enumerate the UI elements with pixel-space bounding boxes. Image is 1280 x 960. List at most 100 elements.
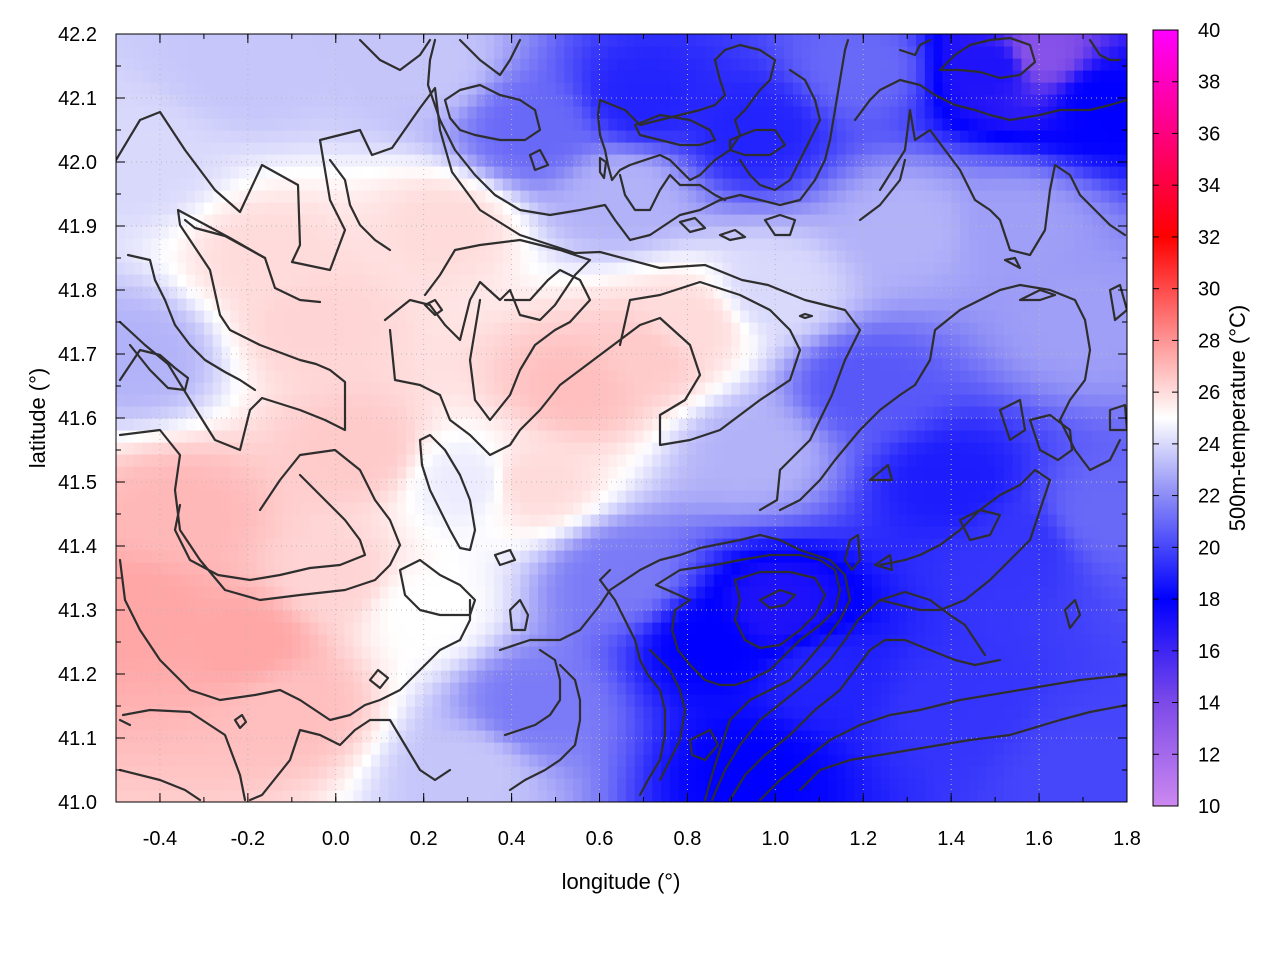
- heatmap-cell: [406, 790, 416, 802]
- heatmap-cell: [564, 598, 574, 611]
- heatmap-cell: [344, 610, 354, 623]
- heatmap-cell: [581, 490, 592, 503]
- heatmap-cell: [792, 322, 803, 335]
- heatmap-cell: [792, 526, 803, 539]
- heatmap-cell: [1109, 430, 1119, 443]
- heatmap-cell: [1065, 418, 1075, 431]
- heatmap-cell: [1047, 790, 1058, 802]
- heatmap-cell: [467, 706, 478, 719]
- heatmap-cell: [502, 550, 513, 563]
- heatmap-cell: [159, 358, 170, 371]
- heatmap-cell: [608, 370, 618, 383]
- heatmap-cell: [159, 454, 170, 467]
- heatmap-cell: [362, 586, 372, 599]
- heatmap-cell: [1039, 418, 1049, 431]
- heatmap-cell: [362, 670, 372, 683]
- heatmap-cell: [573, 670, 583, 683]
- heatmap-cell: [116, 334, 126, 347]
- heatmap-cell: [951, 370, 961, 383]
- heatmap-cell: [397, 298, 407, 311]
- heatmap-cell: [1056, 538, 1067, 551]
- heatmap-cell: [916, 670, 926, 683]
- heatmap-cell: [537, 526, 548, 539]
- heatmap-cell: [942, 706, 952, 719]
- heatmap-cell: [485, 370, 495, 383]
- heatmap-cell: [177, 298, 187, 311]
- heatmap-cell: [863, 790, 873, 802]
- heatmap-cell: [898, 310, 908, 323]
- heatmap-cell: [898, 730, 908, 743]
- heatmap-cell: [256, 454, 267, 467]
- heatmap-cell: [573, 718, 583, 731]
- heatmap-cell: [942, 526, 952, 539]
- heatmap-cell: [836, 754, 847, 767]
- heatmap-cell: [995, 418, 1005, 431]
- heatmap-cell: [1091, 346, 1102, 359]
- heatmap-cell: [124, 778, 135, 791]
- heatmap-cell: [678, 778, 689, 791]
- heatmap-cell: [687, 658, 697, 671]
- heatmap-cell: [520, 442, 530, 455]
- heatmap-cell: [124, 466, 135, 479]
- heatmap-cell: [309, 514, 319, 527]
- heatmap-cell: [274, 586, 284, 599]
- heatmap-cell: [1083, 370, 1093, 383]
- heatmap-cell: [1003, 574, 1014, 587]
- heatmap-cell: [669, 730, 680, 743]
- heatmap-cell: [142, 598, 152, 611]
- heatmap-cell: [274, 550, 284, 563]
- heatmap-cell: [581, 502, 592, 515]
- heatmap-cell: [1056, 694, 1067, 707]
- heatmap-cell: [485, 430, 495, 443]
- heatmap-cell: [458, 694, 469, 707]
- heatmap-cell: [441, 346, 451, 359]
- heatmap-cell: [186, 550, 196, 563]
- heatmap-cell: [1091, 406, 1102, 419]
- heatmap-cell: [239, 454, 249, 467]
- heatmap-cell: [432, 610, 442, 623]
- heatmap-cell: [625, 478, 636, 491]
- heatmap-cell: [748, 490, 759, 503]
- heatmap-cell: [555, 778, 565, 791]
- heatmap-cell: [634, 754, 645, 767]
- heatmap-cell: [828, 586, 838, 599]
- heatmap-cell: [520, 514, 530, 527]
- heatmap-cell: [792, 598, 803, 611]
- heatmap-cell: [625, 610, 636, 623]
- heatmap-cell: [643, 442, 653, 455]
- heatmap-cell: [520, 670, 530, 683]
- heatmap-cell: [467, 682, 478, 695]
- heatmap-cell: [722, 562, 732, 575]
- heatmap-cell: [1056, 430, 1067, 443]
- heatmap-cell: [177, 574, 187, 587]
- heatmap-cell: [652, 346, 662, 359]
- heatmap-cell: [784, 430, 794, 443]
- heatmap-cell: [792, 358, 803, 371]
- heatmap-cell: [1030, 550, 1040, 563]
- heatmap-cell: [247, 394, 258, 407]
- heatmap-cell: [502, 718, 513, 731]
- heatmap-cell: [898, 754, 908, 767]
- heatmap-cell: [845, 610, 856, 623]
- heatmap-cell: [643, 610, 653, 623]
- heatmap-cell: [212, 274, 223, 287]
- heatmap-cell: [573, 358, 583, 371]
- heatmap-cell: [828, 538, 838, 551]
- heatmap-cell: [1074, 742, 1084, 755]
- heatmap-cell: [520, 586, 530, 599]
- heatmap-cell: [1074, 346, 1084, 359]
- heatmap-cell: [1065, 466, 1075, 479]
- heatmap-cell: [1065, 730, 1075, 743]
- heatmap-cell: [951, 298, 961, 311]
- heatmap-cell: [212, 358, 223, 371]
- heatmap-cell: [221, 274, 231, 287]
- heatmap-cell: [792, 742, 803, 755]
- heatmap-cell: [467, 646, 478, 659]
- heatmap-cell: [1003, 610, 1014, 623]
- heatmap-cell: [1118, 370, 1127, 383]
- heatmap-cell: [775, 478, 785, 491]
- heatmap-cell: [696, 574, 706, 587]
- heatmap-cell: [1074, 706, 1084, 719]
- heatmap-cell: [406, 742, 416, 755]
- heatmap-cell: [458, 490, 469, 503]
